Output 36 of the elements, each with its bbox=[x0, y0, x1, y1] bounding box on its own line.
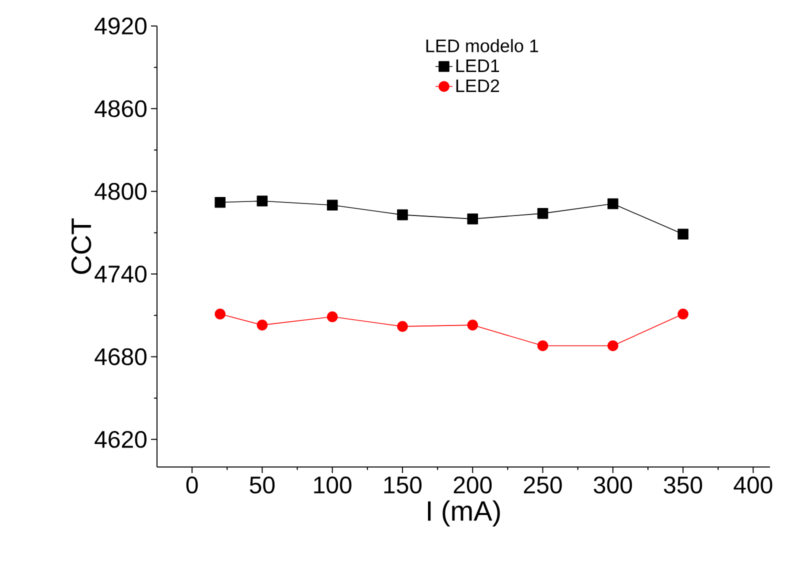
legend-title: LED modelo 1 bbox=[426, 39, 538, 52]
point bbox=[214, 197, 226, 208]
x-tick-label: 300 bbox=[594, 476, 632, 494]
y-tick-label: 4620 bbox=[94, 430, 147, 448]
y-tick-label: 4680 bbox=[94, 348, 147, 366]
x-tick-label: 250 bbox=[524, 476, 562, 494]
legend-label: LED2 bbox=[456, 79, 500, 92]
y-axis-title: CCT bbox=[71, 218, 92, 274]
point bbox=[607, 340, 618, 352]
point bbox=[256, 320, 268, 330]
x-tick-label: 150 bbox=[384, 476, 422, 494]
point bbox=[467, 320, 478, 330]
x-tick-label: 100 bbox=[314, 476, 352, 494]
x-axis-title: I (mA) bbox=[428, 500, 500, 526]
point bbox=[397, 321, 408, 332]
point bbox=[214, 308, 226, 320]
x-tick-label: 200 bbox=[454, 476, 492, 494]
point bbox=[326, 311, 338, 322]
x-tick-label: 350 bbox=[664, 476, 702, 494]
point bbox=[537, 208, 548, 219]
point bbox=[467, 214, 478, 224]
point bbox=[256, 196, 268, 206]
point bbox=[678, 228, 688, 240]
y-tick-label: 4800 bbox=[94, 182, 147, 200]
point bbox=[537, 340, 548, 352]
x-tick-label: 400 bbox=[734, 476, 772, 494]
y-tick-label: 4920 bbox=[94, 18, 147, 34]
legend-label: LED1 bbox=[456, 60, 500, 72]
x-tick-label: 0 bbox=[186, 476, 198, 494]
y-tick-label: 4740 bbox=[94, 266, 147, 283]
point bbox=[326, 200, 338, 211]
y-tick-label: 4860 bbox=[94, 100, 147, 118]
point bbox=[607, 198, 618, 210]
x-tick-label: 50 bbox=[250, 476, 275, 494]
point bbox=[397, 209, 408, 220]
point bbox=[678, 308, 688, 320]
